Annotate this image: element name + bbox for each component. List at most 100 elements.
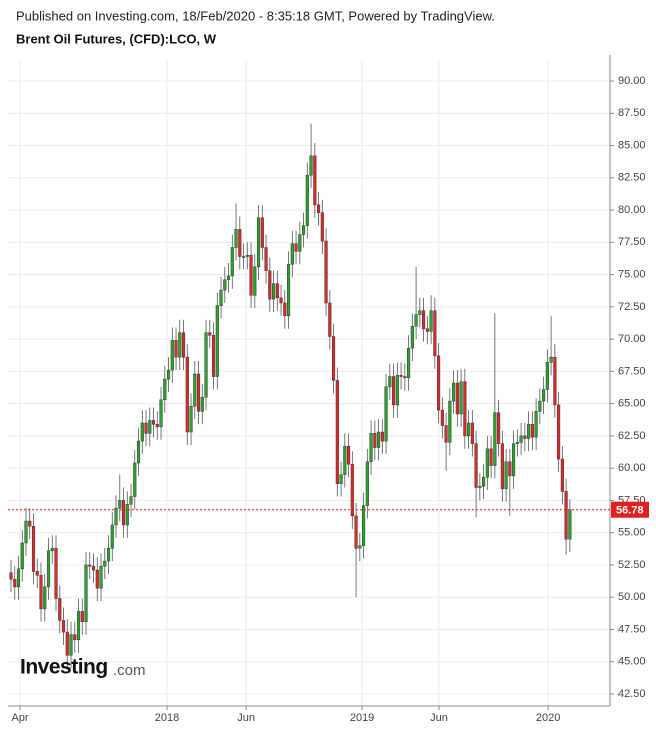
candle-body [65,631,69,656]
candle-body [369,433,373,462]
candle-body [279,297,283,304]
candle-body [545,362,549,390]
candle-body [133,462,137,497]
candle-body [174,340,178,358]
candle-body [482,476,486,487]
candle-body [478,485,482,488]
candle-body [301,225,306,235]
candle-body [43,586,47,610]
y-tick-label: 75.00 [618,269,646,281]
candle-body [504,461,508,490]
candle-body [69,634,73,656]
last-price-label: 56.78 [616,505,644,517]
published-note: Published on Investing.com, 18/Feb/2020 … [16,8,495,23]
candle-body [39,575,43,610]
candle-body [208,332,212,336]
candle-body [163,378,167,401]
candle-body [392,376,396,406]
y-tick-label: 47.50 [618,623,646,635]
candle-body [530,424,534,438]
candle-body [564,491,568,540]
candle-body [309,155,313,176]
candle-body [553,356,557,406]
candle-body [129,496,133,505]
candle-body [125,504,129,526]
candle-body [249,254,253,296]
candle-body [395,375,399,406]
y-tick-label: 80.00 [618,204,646,216]
candle-body [485,448,489,478]
candle-body [399,375,403,377]
candle-body [110,524,114,549]
candle-body [497,412,501,444]
candle-body [196,373,201,412]
candle-body [448,400,452,443]
candle-body [414,314,418,327]
y-tick-label: 50.00 [618,591,646,603]
candle-body [91,565,96,571]
candle-body [121,500,126,526]
candle-body [459,381,463,415]
candle-body [99,565,103,589]
y-tick-label: 90.00 [618,75,646,87]
candle-body [489,448,493,466]
candle-body [407,347,411,379]
candle-body [155,424,159,428]
candle-body [16,568,21,588]
candle-body [200,396,204,412]
candle-body [13,578,17,588]
candle-body [440,409,444,426]
candle-body [103,560,107,567]
candle-body [226,275,231,281]
x-tick-label: Jun [430,712,448,724]
y-tick-label: 55.00 [618,527,646,539]
candle-body [463,381,467,437]
candle-body [343,445,347,475]
candle-body [28,520,32,527]
candle-body [88,564,92,567]
y-tick-label: 62.50 [618,430,646,442]
candle-body [365,461,369,506]
candle-body [294,243,298,252]
candle-body [95,569,99,589]
y-tick-label: 52.50 [618,559,646,571]
candle-body [20,542,24,570]
y-tick-label: 70.00 [618,333,646,345]
candle-body [114,507,118,526]
candle-body [350,464,354,517]
candle-body [328,302,332,337]
candle-body [305,174,309,226]
candle-body [452,382,456,402]
candle-body [31,525,36,572]
candle-body [542,389,546,402]
candle-body [268,270,272,300]
candle-body [474,443,478,488]
x-tick-label: 2019 [350,712,374,724]
candle-body [219,289,223,306]
candle-body [245,254,249,257]
candle-body [136,440,141,464]
candle-body [118,500,122,509]
x-tick-label: Jun [237,712,255,724]
candle-body [455,382,459,415]
candle-body [377,431,381,448]
candle-body [46,550,51,588]
x-tick-label: Apr [11,712,28,724]
y-tick-label: 72.50 [618,301,646,313]
candle-body [271,283,276,300]
candle-body [429,310,433,332]
y-tick-label: 65.00 [618,398,646,410]
logo-brand: Investing [20,656,108,679]
candle-body [241,256,246,258]
candle-body [433,310,437,357]
candle-body [58,598,62,621]
candle-body [380,431,384,442]
candle-body [347,445,351,465]
candle-body [24,520,28,544]
candle-body [512,443,516,477]
candle-body [84,564,88,622]
candle-body [290,243,294,265]
candle-body [332,336,336,381]
